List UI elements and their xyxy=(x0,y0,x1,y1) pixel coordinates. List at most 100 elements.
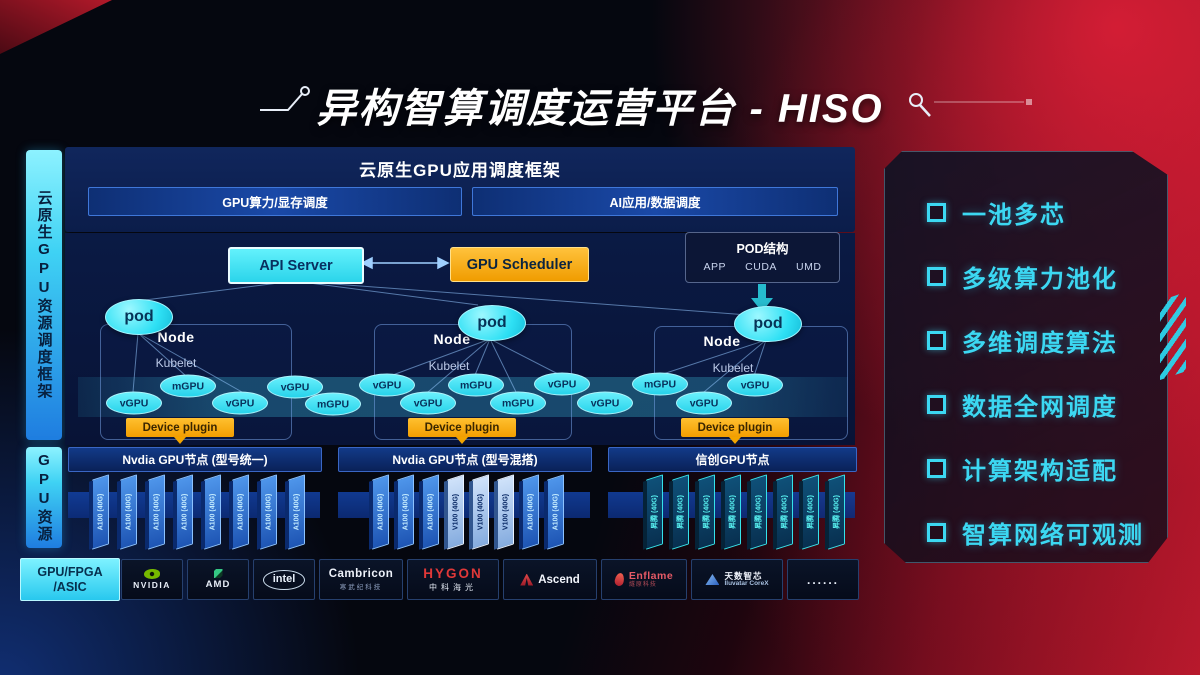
vendor-first-line1: GPU/FPGA xyxy=(37,565,103,580)
vendor-nvidia: NVIDIA xyxy=(121,559,183,600)
feature-bullet-icon xyxy=(927,395,946,414)
feature-label: 数据全网调度 xyxy=(962,393,1118,421)
iluvatar-logo-subtext: Iluvatar CoreX xyxy=(724,579,769,587)
intel-logo-text: intel xyxy=(262,569,306,590)
device-plugin-3: Device plugin xyxy=(681,418,789,444)
cambricon-logo-text: Cambricon xyxy=(328,568,394,580)
vgpu-ellipse: vGPU xyxy=(577,391,633,415)
enflame-logo-text: Enflame xyxy=(628,569,674,582)
pod-col-umd: UMD xyxy=(796,261,822,273)
vendor-amd: AMD xyxy=(187,559,249,600)
feature-item-1: 一池多芯 xyxy=(927,190,1167,234)
iluvatar-logo-icon xyxy=(705,573,720,585)
vendor-first-line2: /ASIC xyxy=(53,579,87,594)
bar-gpu-compute-scheduling: GPU算力/显存调度 xyxy=(88,187,462,216)
cambricon-logo-subtext: 寒武纪科技 xyxy=(339,584,383,591)
nvidia-logo-text: NVIDIA xyxy=(133,580,171,590)
hygon-logo-text: HYGON xyxy=(423,566,483,581)
vgpu-ellipse: vGPU xyxy=(267,375,323,399)
ascend-logo: Ascend xyxy=(520,573,580,586)
title-decoration-right xyxy=(909,93,1032,117)
vgpu-ellipse: vGPU xyxy=(359,373,415,397)
vendor-gpu-fpga-asic: GPU/FPGA /ASIC xyxy=(20,558,120,601)
sidebar-label-gpu-resource: GPU资源 xyxy=(26,447,62,548)
device-plugin-1: Device plugin xyxy=(126,418,234,444)
feature-bullet-icon xyxy=(927,267,946,286)
feature-bullet-icon xyxy=(927,523,946,542)
iluvatar-logo: 天数智芯 Iluvatar CoreX xyxy=(705,571,769,588)
gpu-card-group-2: A100 (40G) A100 (40G) A100 (40G) V100 (40G)… xyxy=(372,474,564,550)
pod-structure-columns: APP CUDA UMD xyxy=(686,261,839,273)
vendor-hygon: HYGON 中科海光 xyxy=(407,559,499,600)
feature-label: 多维调度算法 xyxy=(962,329,1118,357)
feature-item-6: 智算网络可观测 xyxy=(927,510,1167,554)
node-1-title: Node xyxy=(157,329,195,345)
gpu-card-label: A100 (40G) xyxy=(293,493,300,531)
gpu-card: A100 (40G) xyxy=(288,474,305,550)
pod-col-cuda: CUDA xyxy=(745,261,777,273)
corner-red-streak xyxy=(0,0,112,54)
feature-label: 多级算力池化 xyxy=(962,265,1118,293)
more-vendors-text: ...... xyxy=(806,572,839,587)
enflame-logo: Enflame 燧原科技 xyxy=(613,569,674,588)
mgpu-ellipse: mGPU xyxy=(490,391,546,415)
gpu-card-label: 昇腾 (40G) xyxy=(833,495,841,529)
vendor-cambricon: Cambricon 寒武纪科技 xyxy=(319,559,403,600)
enflame-logo-icon xyxy=(613,572,626,587)
vgpu-ellipse: vGPU xyxy=(676,391,732,415)
amd-logo-text: AMD xyxy=(205,579,231,590)
vendor-more: ...... xyxy=(787,559,859,600)
nvidia-logo-icon xyxy=(144,569,160,579)
feature-item-4: 数据全网调度 xyxy=(927,382,1167,426)
vgpu-ellipse: vGPU xyxy=(212,391,268,415)
gpu-scheduler-box: GPU Scheduler xyxy=(450,247,589,282)
mgpu-ellipse: mGPU xyxy=(160,374,216,398)
gpu-row-xinchuang: 信创GPU节点 xyxy=(608,447,857,472)
device-plugin-2: Device plugin xyxy=(408,418,516,444)
vgpu-ellipse: vGPU xyxy=(400,391,456,415)
vendor-iluvatar: 天数智芯 Iluvatar CoreX xyxy=(691,559,783,600)
card-band-1 xyxy=(68,492,320,518)
feature-item-2: 多级算力池化 xyxy=(927,254,1167,298)
pod-ellipse-1: pod xyxy=(105,299,173,335)
vgpu-ellipse: vGPU xyxy=(727,373,783,397)
gpu-row-nvidia-mixed: Nvdia GPU节点 (型号混搭) xyxy=(338,447,592,472)
node-1-kubelet: Kubelet xyxy=(155,356,197,370)
amd-logo-icon xyxy=(213,569,223,578)
ascend-logo-icon xyxy=(520,573,534,586)
gpu-card: 昇腾 (40G) xyxy=(828,474,845,550)
feature-panel: 一池多芯多级算力池化 多维调度算法 数据全网调度 计算架构适配 智算网络可观测 xyxy=(884,151,1168,563)
framework-title: 云原生GPU应用调度框架 xyxy=(359,161,561,180)
hygon-logo-subtext: 中科海光 xyxy=(429,583,477,592)
ascend-logo-text: Ascend xyxy=(538,573,580,586)
vgpu-ellipse: vGPU xyxy=(106,391,162,415)
gpu-card: A100 (40G) xyxy=(547,474,564,550)
mgpu-ellipse: mGPU xyxy=(305,392,361,416)
feature-bullet-icon xyxy=(927,331,946,350)
gpu-card-group-3: 昇腾 (40G) 昇腾 (40G) 昇腾 (40G) 昇腾 (40G) 昇腾 (40G)… xyxy=(646,474,845,550)
feature-bullet-icon xyxy=(927,203,946,222)
gpu-card-label: A100 (40G) xyxy=(552,493,559,531)
feature-label: 一池多芯 xyxy=(962,201,1066,229)
enflame-logo-subtext: 燧原科技 xyxy=(628,581,657,588)
hazard-stripes-decoration xyxy=(1160,292,1186,380)
node-3-title: Node xyxy=(703,333,741,349)
feature-list: 一池多芯多级算力池化 多维调度算法 数据全网调度 计算架构适配 智算网络可观测 xyxy=(885,152,1167,562)
feature-bullet-icon xyxy=(927,459,946,478)
pod-structure-box: POD结构 APP CUDA UMD xyxy=(685,232,840,283)
bar-ai-data-scheduling: AI应用/数据调度 xyxy=(472,187,838,216)
pod-col-app: APP xyxy=(703,261,727,273)
feature-label: 计算架构适配 xyxy=(962,457,1118,485)
gpu-card-group-1: A100 (40G) A100 (40G) A100 (40G) A100 (40G)… xyxy=(92,474,305,550)
vgpu-ellipse: vGPU xyxy=(534,372,590,396)
feature-label: 智算网络可观测 xyxy=(962,521,1144,549)
vendor-ascend: Ascend xyxy=(503,559,597,600)
vendor-intel: intel xyxy=(253,559,315,600)
vendor-enflame: Enflame 燧原科技 xyxy=(601,559,687,600)
pod-ellipse-3: pod xyxy=(734,306,802,342)
mgpu-ellipse: mGPU xyxy=(632,372,688,396)
api-server-box: API Server xyxy=(228,247,364,284)
node-2-kubelet: Kubelet xyxy=(428,359,470,373)
pod-ellipse-2: pod xyxy=(458,305,526,341)
